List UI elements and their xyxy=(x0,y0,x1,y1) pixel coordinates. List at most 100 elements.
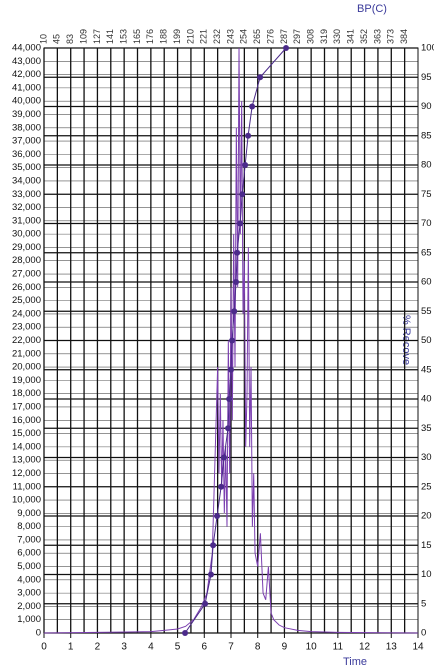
y-tick-label: 3,000 xyxy=(17,588,41,599)
x2-tick-label: 287 xyxy=(279,29,289,44)
y-tick-label: 30,000 xyxy=(12,229,41,240)
y-tick-label: 18,000 xyxy=(12,388,41,399)
y-tick-label: 17,000 xyxy=(12,401,41,412)
recovery-point xyxy=(214,513,221,519)
x2-tick-label: 319 xyxy=(319,29,329,44)
x-tick-label: 11 xyxy=(333,642,344,653)
y-tick-label: 2,000 xyxy=(17,601,41,612)
y2-tick-label: 55 xyxy=(421,306,432,317)
x2-tick-label: 308 xyxy=(306,29,316,44)
x2-tick-label: 83 xyxy=(65,34,75,44)
recovery-point xyxy=(231,308,238,315)
recovery-point xyxy=(245,132,252,139)
y2-tick-label: 20 xyxy=(421,511,432,522)
y2-tick-label: 40 xyxy=(421,394,432,405)
recovery-point xyxy=(249,103,256,110)
y-tick-label: 11,000 xyxy=(13,481,41,492)
y-tick-label: 25,000 xyxy=(12,295,41,306)
y-tick-label: 39,000 xyxy=(12,109,41,120)
x2-tick-label: 297 xyxy=(292,29,302,44)
recovery-point xyxy=(218,483,225,490)
x-tick-label: 5 xyxy=(175,642,181,653)
recovery-point xyxy=(225,425,232,432)
x2-axis-label: BP(C) xyxy=(357,3,387,15)
y2-tick-label: 30 xyxy=(421,452,432,463)
x2-tick-label: 10 xyxy=(38,34,48,44)
y-tick-label: 14,000 xyxy=(12,441,41,452)
y-tick-label: 20,000 xyxy=(12,362,41,373)
x-tick-label: 6 xyxy=(202,642,208,653)
recovery-point xyxy=(202,600,209,607)
recovery-point xyxy=(234,249,241,256)
x2-tick-label: 254 xyxy=(239,29,249,44)
y2-tick-label: 65 xyxy=(421,247,432,258)
recovery-point xyxy=(229,337,236,344)
recovery-point xyxy=(233,279,240,285)
y-tick-label: 24,000 xyxy=(12,308,41,319)
y2-tick-label: 35 xyxy=(421,423,432,434)
y-tick-label: 19,000 xyxy=(12,375,41,386)
y2-tick-label: 5 xyxy=(421,598,426,609)
y2-tick-label: 85 xyxy=(421,130,432,141)
y-tick-label: 8,000 xyxy=(17,521,41,532)
x2-tick-label: 109 xyxy=(78,29,88,44)
y-tick-label: 4,000 xyxy=(17,574,41,585)
y-tick-label: 23,000 xyxy=(12,322,41,333)
recovery-point xyxy=(182,630,189,636)
y-tick-label: 42,000 xyxy=(12,69,41,80)
x2-tick-label: 243 xyxy=(225,29,235,44)
y-tick-label: 38,000 xyxy=(12,122,41,133)
x-tick-label: 3 xyxy=(121,642,127,653)
y2-tick-label: 100 xyxy=(421,43,434,54)
x2-tick-label: 165 xyxy=(132,29,142,44)
x2-tick-label: 45 xyxy=(52,34,62,44)
y-tick-label: 0 xyxy=(36,628,41,639)
series-line xyxy=(43,47,419,634)
y-tick-label: 28,000 xyxy=(12,255,41,266)
y-tick-label: 1,000 xyxy=(17,614,41,625)
y-tick-label: 31,000 xyxy=(12,215,41,226)
y-tick-label: 29,000 xyxy=(12,242,41,253)
y-tick-label: 36,000 xyxy=(12,149,41,160)
y2-tick-label: 90 xyxy=(421,101,432,112)
y-tick-label: 34,000 xyxy=(12,175,41,186)
grid xyxy=(43,47,418,634)
y-tick-label: 44,000 xyxy=(12,43,41,54)
recovery-point xyxy=(257,74,264,81)
y-tick-label: 33,000 xyxy=(12,189,41,200)
x-tick-label: 7 xyxy=(228,642,234,653)
recovery-point xyxy=(207,571,214,578)
x-tick-label: 4 xyxy=(148,642,154,653)
y2-tick-label: 60 xyxy=(421,277,432,288)
x-tick-label: 10 xyxy=(306,642,318,653)
x2-tick-label: 188 xyxy=(159,29,169,44)
recovery-point xyxy=(228,366,234,373)
y-tick-label: 13,000 xyxy=(12,455,41,466)
y2-tick-label: 0 xyxy=(421,628,426,639)
x2-tick-label: 265 xyxy=(252,29,262,44)
x2-tick-label: 232 xyxy=(212,29,222,44)
y2-tick-label: 10 xyxy=(421,569,432,580)
y-tick-label: 41,000 xyxy=(12,82,41,93)
x-axis-label: Time xyxy=(343,656,367,668)
y2-tick-label: 95 xyxy=(421,72,432,83)
x2-tick-label: 141 xyxy=(105,29,115,44)
x-tick-label: 12 xyxy=(359,642,371,653)
y-tick-label: 12,000 xyxy=(12,468,41,479)
y-tick-label: 26,000 xyxy=(12,282,41,293)
recovery-point xyxy=(242,162,249,168)
y2-tick-label: 80 xyxy=(421,160,432,171)
y2-tick-label: 70 xyxy=(421,218,432,229)
recovery-point xyxy=(210,542,217,549)
x2-tick-label: 330 xyxy=(332,29,342,44)
y-tick-label: 32,000 xyxy=(12,202,41,213)
y2-tick-label: 25 xyxy=(421,481,432,492)
y-tick-label: 16,000 xyxy=(12,415,41,426)
x2-tick-label: 221 xyxy=(199,29,209,44)
x2-tick-label: 127 xyxy=(92,29,102,44)
x2-tick-label: 199 xyxy=(172,29,182,44)
recovery-point xyxy=(226,396,233,402)
x2-tick-label: 341 xyxy=(346,29,356,44)
x-tick-label: 8 xyxy=(255,642,261,653)
